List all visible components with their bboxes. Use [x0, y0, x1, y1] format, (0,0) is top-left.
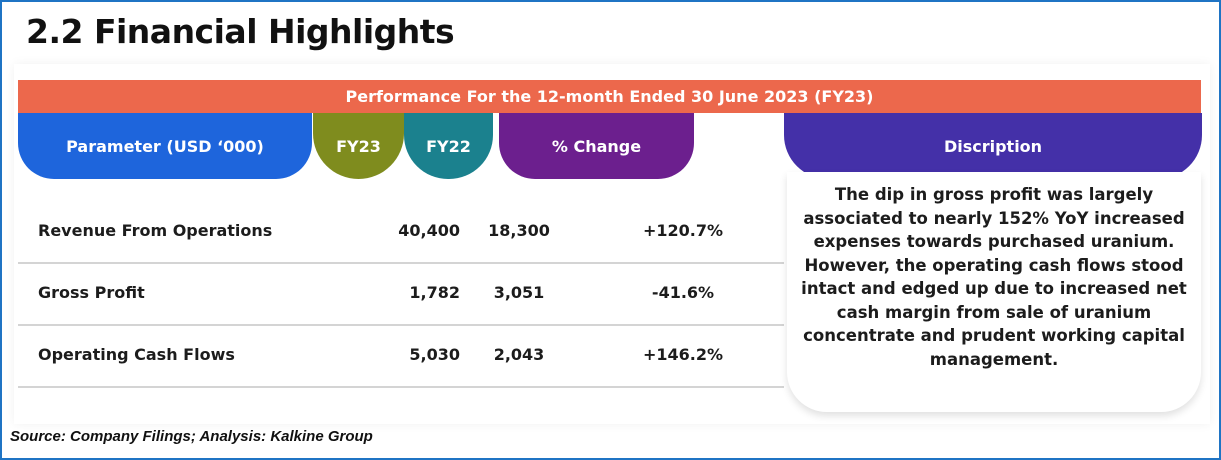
row-parameter: Revenue From Operations: [38, 221, 273, 240]
row-fy23-value: 40,400: [398, 221, 460, 240]
table-row: Gross Profit 1,782 3,051 -41.6%: [18, 262, 784, 326]
table-row: Operating Cash Flows 5,030 2,043 +146.2%: [18, 324, 784, 388]
section-title: 2.2 Financial Highlights: [26, 12, 455, 51]
table-row: Revenue From Operations 40,400 18,300 +1…: [18, 200, 784, 264]
row-parameter: Operating Cash Flows: [38, 345, 235, 364]
row-fy22-value: 2,043: [493, 345, 545, 364]
row-parameter: Gross Profit: [38, 283, 145, 302]
source-note: Source: Company Filings; Analysis: Kalki…: [10, 428, 373, 445]
performance-banner: Performance For the 12-month Ended 30 Ju…: [18, 80, 1201, 113]
row-percent-change: +146.2%: [642, 345, 724, 364]
header-parameter: Parameter (USD ‘000): [18, 113, 312, 179]
row-fy23-value: 5,030: [409, 345, 460, 364]
row-percent-change: -41.6%: [651, 283, 715, 302]
description-text: The dip in gross profit was largely asso…: [801, 185, 1187, 369]
row-fy23-value: 1,782: [409, 283, 460, 302]
row-fy22-value: 3,051: [493, 283, 545, 302]
row-percent-change: +120.7%: [642, 221, 724, 240]
description-box: [787, 172, 1201, 412]
header-percent-change: % Change: [499, 113, 694, 179]
header-description: Discription: [784, 113, 1202, 179]
row-fy22-value: 18,300: [488, 221, 550, 240]
